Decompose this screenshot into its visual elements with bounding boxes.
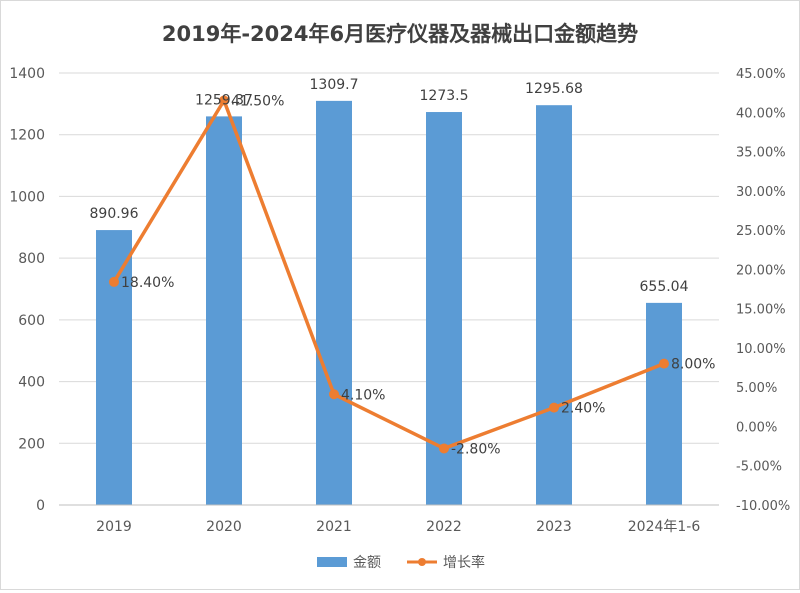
x-tick-label: 2023 xyxy=(536,519,572,535)
growth-data-label: -2.80% xyxy=(451,441,501,457)
axes: 0 200 400 600 800 1000 1200 1400 -10.00% -5.00% 0.… xyxy=(9,66,790,535)
y-left-tick-label: 1400 xyxy=(9,66,45,82)
y-left-tick-label: 0 xyxy=(36,498,45,514)
y-left-tick-label: 1200 xyxy=(9,128,45,144)
y-right-tick-label: -5.00% xyxy=(736,460,782,475)
line-series-growth xyxy=(109,95,669,454)
bar xyxy=(316,100,352,505)
gridlines xyxy=(59,72,719,444)
bar-data-label: 890.96 xyxy=(90,206,139,222)
bar xyxy=(426,112,462,505)
y-right-tick-label: 20.00% xyxy=(736,263,786,278)
growth-point xyxy=(109,276,119,287)
y-right-tick-label: 15.00% xyxy=(736,303,786,318)
chart-title: 2019年-2024年6月医疗仪器及器械出口金额趋势 xyxy=(162,22,638,46)
y-left-tick-label: 800 xyxy=(18,251,45,267)
legend-marker-growth xyxy=(418,558,426,566)
data-labels: 890.96 1259.37 1309.7 1273.5 1295.68 655.04 18… xyxy=(90,77,716,458)
bar-data-label: 1273.5 xyxy=(420,88,469,104)
bar-data-label: 1309.7 xyxy=(310,77,359,93)
growth-point xyxy=(329,389,339,400)
y-right-tick-label: 35.00% xyxy=(736,146,786,161)
growth-data-label: 4.10% xyxy=(341,387,385,403)
growth-point xyxy=(659,358,669,369)
bar-data-label: 1259.37 xyxy=(195,92,253,108)
x-tick-label: 2022 xyxy=(426,519,462,535)
legend-swatch-amount xyxy=(317,557,347,567)
legend-label-amount: 金额 xyxy=(353,555,381,571)
y-right-tick-label: 25.00% xyxy=(736,224,786,239)
growth-point xyxy=(439,443,449,454)
growth-data-label: 41.50% xyxy=(231,93,284,109)
bar xyxy=(96,230,132,505)
x-tick-label: 2021 xyxy=(316,519,352,535)
y-right-tick-label: 40.00% xyxy=(736,106,786,121)
legend-label-growth: 增长率 xyxy=(443,554,485,571)
bar xyxy=(536,105,572,505)
growth-point xyxy=(549,402,559,413)
bar-series-amount xyxy=(96,100,682,505)
y-left-tick-label: 400 xyxy=(18,375,45,391)
y-left-tick-label: 600 xyxy=(18,313,45,329)
growth-point xyxy=(219,95,229,106)
x-tick-label: 2020 xyxy=(206,519,242,535)
growth-data-label: 2.40% xyxy=(561,401,605,417)
y-right-tick-label: 45.00% xyxy=(736,67,786,82)
y-right-tick-label: 10.00% xyxy=(736,342,786,357)
growth-line xyxy=(112,98,665,451)
x-tick-label: 2019 xyxy=(96,519,132,535)
bar-data-label: 655.04 xyxy=(640,279,689,295)
y-right-tick-label: -10.00% xyxy=(736,499,790,514)
y-left-tick-label: 1000 xyxy=(9,189,45,205)
legend: 金额 增长率 xyxy=(317,554,485,571)
y-right-tick-label: 30.00% xyxy=(736,185,786,200)
growth-data-label: 18.40% xyxy=(121,275,174,291)
bar-data-label: 1295.68 xyxy=(525,81,583,97)
y-right-tick-label: 0.00% xyxy=(736,420,777,435)
bar xyxy=(206,116,242,505)
growth-data-label: 8.00% xyxy=(671,357,715,373)
bar xyxy=(646,302,682,505)
x-tick-label: 2024年1-6 xyxy=(628,519,701,535)
y-left-tick-label: 200 xyxy=(18,436,45,452)
y-right-tick-label: 5.00% xyxy=(736,381,777,396)
